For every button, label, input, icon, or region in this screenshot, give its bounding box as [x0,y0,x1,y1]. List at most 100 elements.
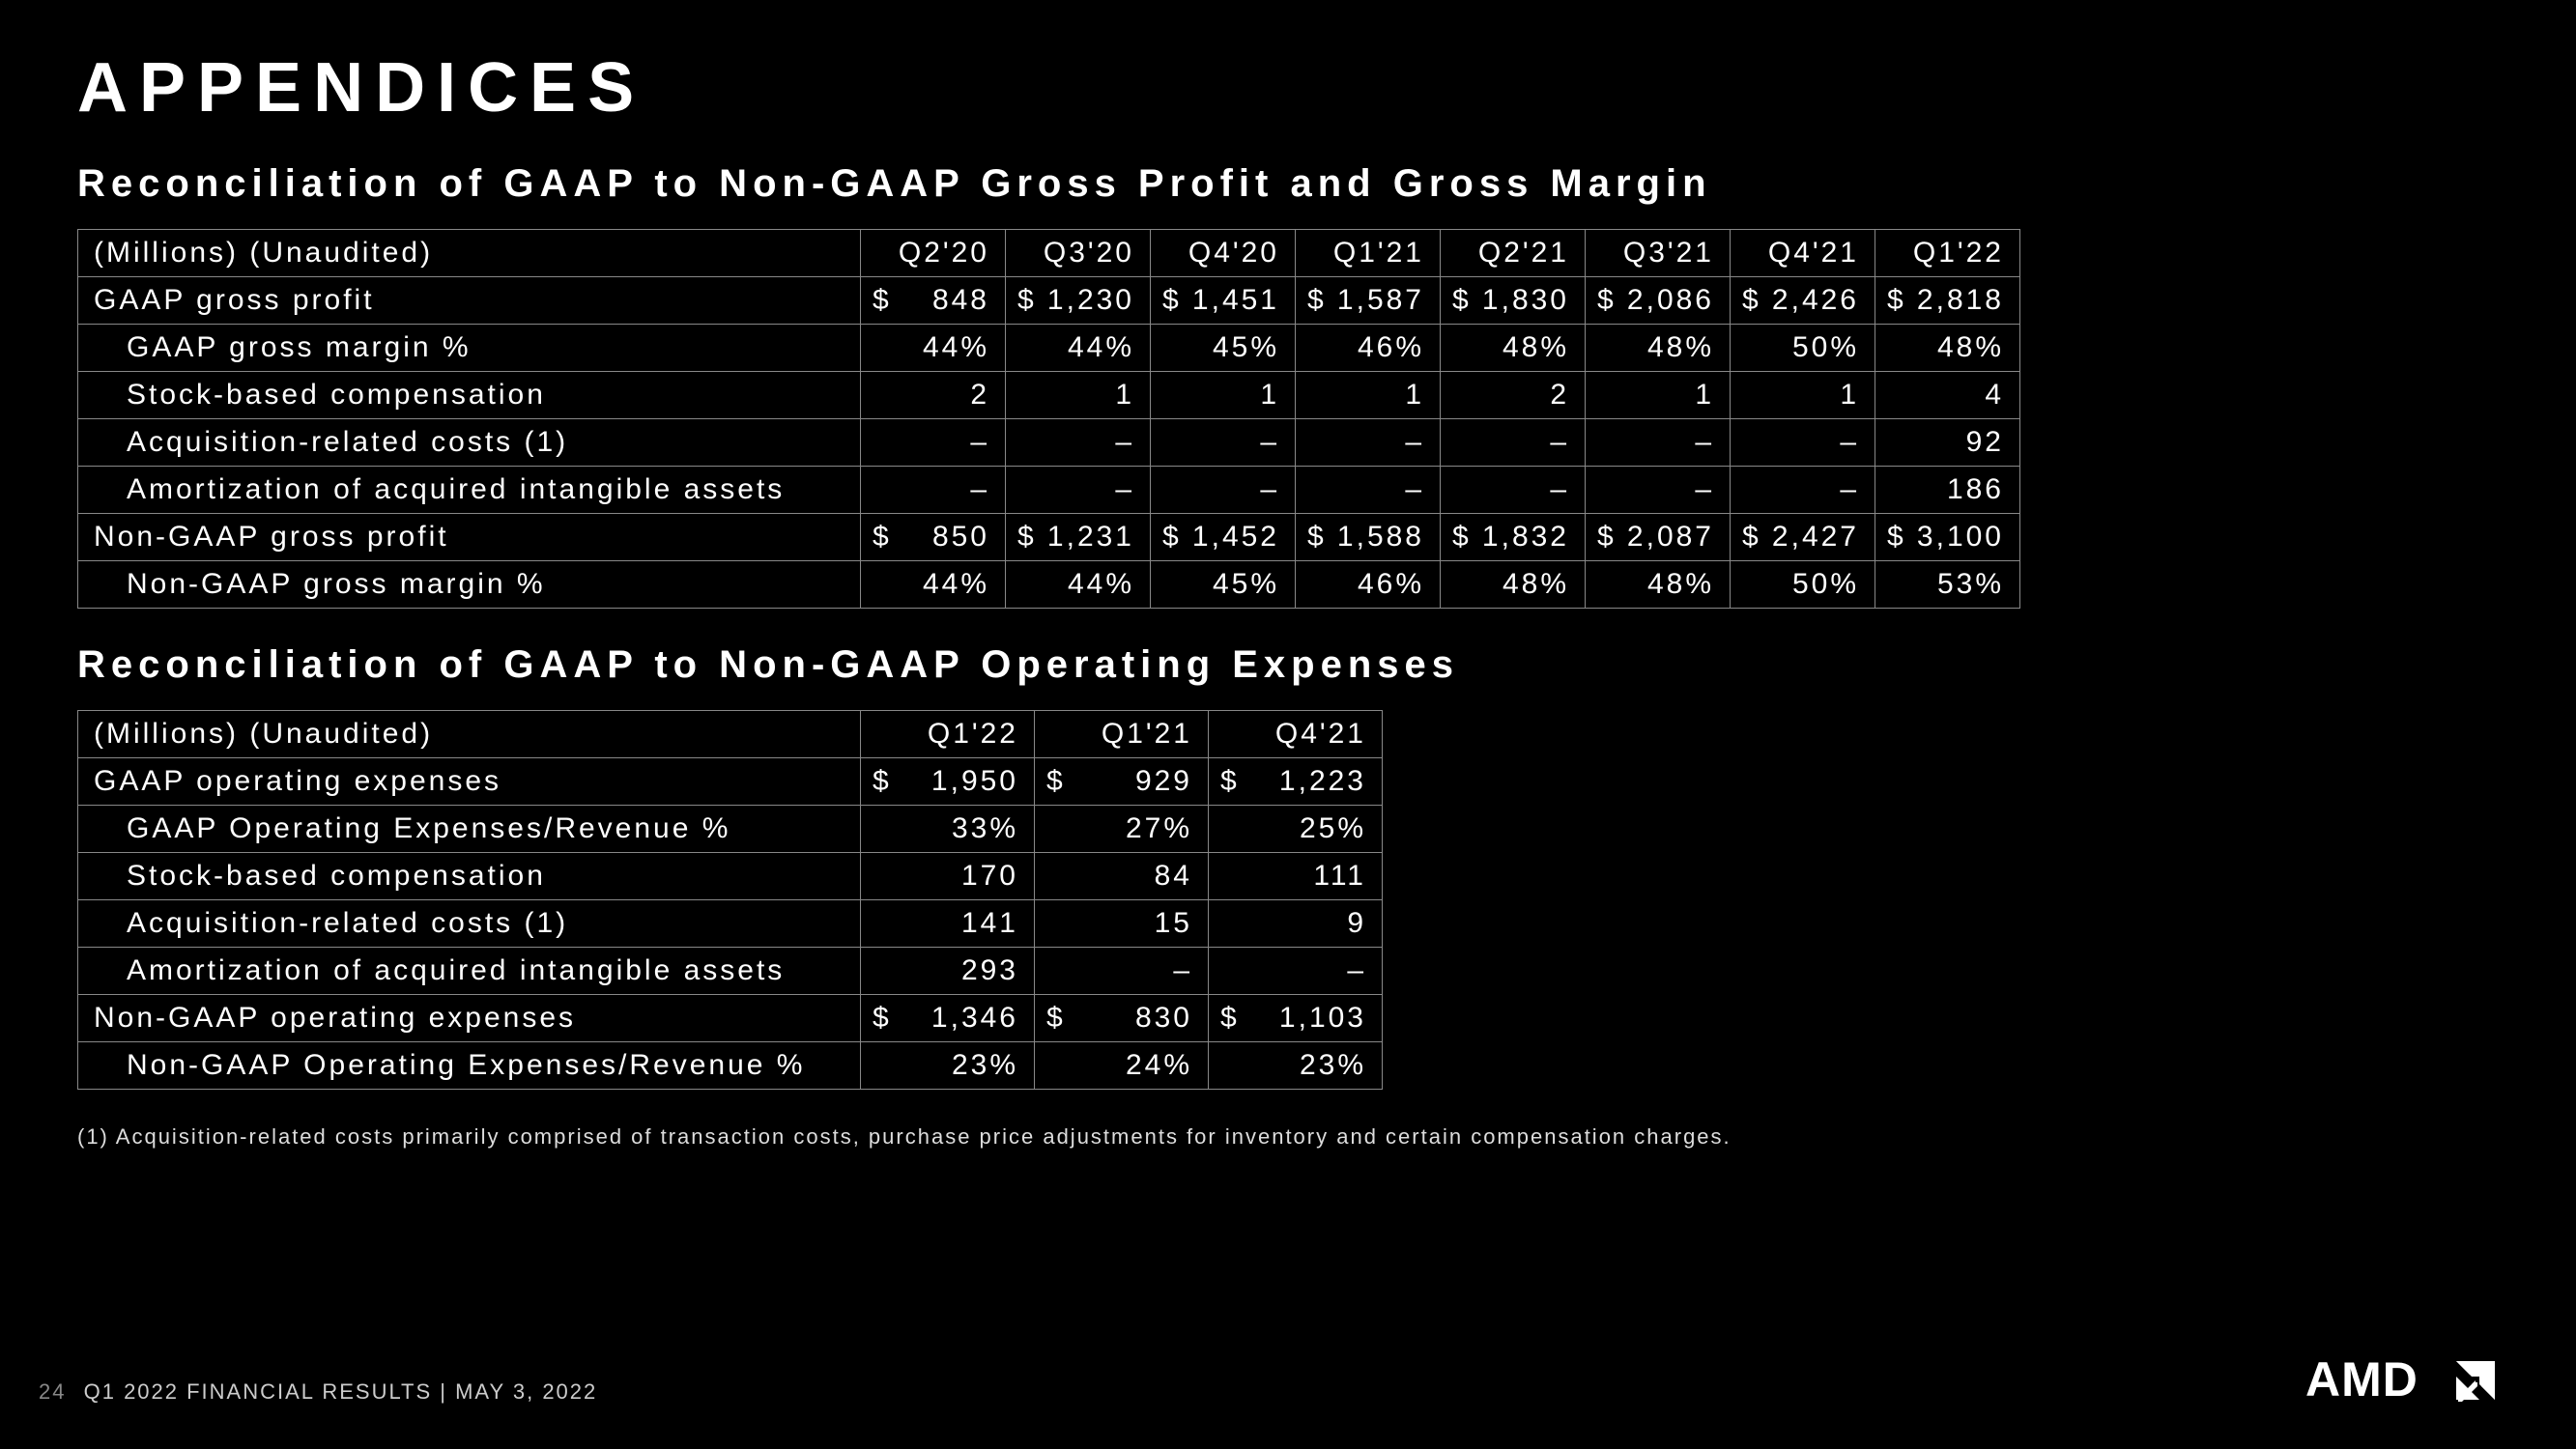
row-label: Amortization of acquired intangible asse… [78,467,861,514]
cell-value: 9 [1209,900,1383,948]
currency-symbol: $ [873,284,892,317]
cell-value: 48% [1441,561,1586,609]
cell-value: – [1151,419,1296,467]
cell-value: – [1731,419,1875,467]
cell-value: $2,087 [1586,514,1731,561]
cell-value: 293 [861,948,1035,995]
footer: 24 Q1 2022 FINANCIAL RESULTS | MAY 3, 20… [39,1379,597,1405]
column-header: Q3'21 [1586,230,1731,277]
currency-symbol: $ [873,765,892,798]
currency-symbol: $ [1046,1002,1066,1035]
column-header: Q4'21 [1731,230,1875,277]
column-header: Q4'21 [1209,711,1383,758]
cell-value: 15 [1035,900,1209,948]
column-header: Q2'21 [1441,230,1586,277]
cell-value: 46% [1296,561,1441,609]
row-label: Non-GAAP Operating Expenses/Revenue % [78,1042,861,1090]
cell-value: 50% [1731,561,1875,609]
currency-symbol: $ [1597,521,1617,554]
table-row: GAAP gross profit$848$1,230$1,451$1,587$… [78,277,2020,325]
table-row: Non-GAAP operating expenses$1,346$830$1,… [78,995,1383,1042]
row-label: Stock-based compensation [78,853,861,900]
cell-value: 23% [861,1042,1035,1090]
table-header-row: (Millions) (Unaudited)Q2'20Q3'20Q4'20Q1'… [78,230,2020,277]
cell-value: $1,230 [1006,277,1151,325]
column-header: Q4'20 [1151,230,1296,277]
page-number: 24 [39,1379,66,1404]
cell-value: 2 [1441,372,1586,419]
table-row: GAAP gross margin %44%44%45%46%48%48%50%… [78,325,2020,372]
cell-value: $1,587 [1296,277,1441,325]
cell-value: $1,832 [1441,514,1586,561]
cell-value: $2,818 [1875,277,2020,325]
currency-symbol: $ [1220,1002,1240,1035]
cell-value: $1,346 [861,995,1035,1042]
table-header-label: (Millions) (Unaudited) [78,230,861,277]
row-label: Stock-based compensation [78,372,861,419]
cell-value: 44% [861,561,1006,609]
cell-value: 48% [1875,325,2020,372]
cell-value: 23% [1209,1042,1383,1090]
cell-value: – [1731,467,1875,514]
cell-value: $850 [861,514,1006,561]
cell-value: 1 [1296,372,1441,419]
cell-value: – [1441,419,1586,467]
cell-value: $1,451 [1151,277,1296,325]
cell-value: 50% [1731,325,1875,372]
cell-value: – [1296,467,1441,514]
cell-value: $830 [1035,995,1209,1042]
cell-value: 1 [1151,372,1296,419]
row-label: GAAP gross margin % [78,325,861,372]
cell-value: 27% [1035,806,1209,853]
column-header: Q1'21 [1296,230,1441,277]
row-label: GAAP Operating Expenses/Revenue % [78,806,861,853]
currency-symbol: $ [1742,284,1761,317]
cell-value: – [861,467,1006,514]
cell-value: – [1006,467,1151,514]
cell-value: 84 [1035,853,1209,900]
currency-symbol: $ [1452,284,1472,317]
currency-symbol: $ [1452,521,1472,554]
cell-value: 186 [1875,467,2020,514]
currency-symbol: $ [1887,284,1906,317]
currency-symbol: $ [873,1002,892,1035]
subtitle-gross-margin: Reconciliation of GAAP to Non-GAAP Gross… [77,162,2499,206]
currency-symbol: $ [1220,765,1240,798]
cell-value: 1 [1006,372,1151,419]
table-row: GAAP Operating Expenses/Revenue %33%27%2… [78,806,1383,853]
cell-value: 111 [1209,853,1383,900]
column-header: Q2'20 [861,230,1006,277]
currency-symbol: $ [873,521,892,554]
cell-value: $2,086 [1586,277,1731,325]
cell-value: 4 [1875,372,2020,419]
cell-value: – [861,419,1006,467]
page-title: APPENDICES [77,48,2499,128]
cell-value: $1,950 [861,758,1035,806]
cell-value: 1 [1731,372,1875,419]
table-row: Non-GAAP gross profit$850$1,231$1,452$1,… [78,514,2020,561]
cell-value: – [1586,419,1731,467]
cell-value: 48% [1441,325,1586,372]
currency-symbol: $ [1742,521,1761,554]
column-header: Q3'20 [1006,230,1151,277]
currency-symbol: $ [1017,521,1037,554]
currency-symbol: $ [1307,284,1327,317]
table-row: Amortization of acquired intangible asse… [78,948,1383,995]
cell-value: $3,100 [1875,514,2020,561]
table-header-row: (Millions) (Unaudited)Q1'22Q1'21Q4'21 [78,711,1383,758]
column-header: Q1'22 [861,711,1035,758]
cell-value: $848 [861,277,1006,325]
cell-value: – [1296,419,1441,467]
cell-value: 48% [1586,561,1731,609]
currency-symbol: $ [1887,521,1906,554]
row-label: Acquisition-related costs (1) [78,900,861,948]
cell-value: 45% [1151,325,1296,372]
cell-value: 170 [861,853,1035,900]
cell-value: 46% [1296,325,1441,372]
cell-value: 33% [861,806,1035,853]
cell-value: – [1151,467,1296,514]
currency-symbol: $ [1162,284,1182,317]
cell-value: $1,830 [1441,277,1586,325]
table-row: Acquisition-related costs (1)–––––––92 [78,419,2020,467]
slide: APPENDICES Reconciliation of GAAP to Non… [0,0,2576,1449]
